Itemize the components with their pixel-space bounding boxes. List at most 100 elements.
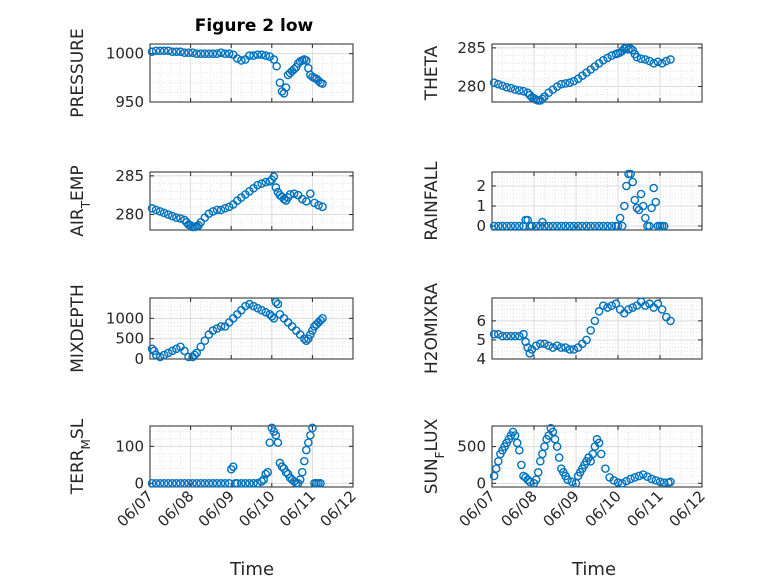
data-point	[628, 303, 638, 312]
data-point	[220, 49, 230, 58]
data-point	[277, 462, 287, 471]
data-point	[540, 221, 549, 231]
y-tick-label: 0	[476, 474, 486, 492]
data-point	[299, 456, 309, 466]
axes-box	[491, 297, 703, 360]
data-point	[609, 476, 619, 485]
data-point	[168, 346, 177, 356]
data-point	[172, 213, 181, 222]
data-point	[163, 46, 173, 56]
data-point	[510, 85, 520, 94]
data-point	[257, 305, 266, 315]
y-tick-label: 500	[115, 330, 144, 348]
data-point	[261, 51, 271, 60]
data-point	[159, 350, 169, 360]
y-axis-label: AIRTEMP	[68, 165, 93, 236]
data-point	[603, 221, 612, 231]
data-point	[291, 326, 301, 335]
data-point	[638, 201, 648, 211]
data-point	[208, 479, 218, 488]
data-point	[172, 479, 181, 488]
data-point	[299, 334, 309, 343]
figure-title: Figure 2 low	[195, 16, 314, 36]
data-point	[502, 83, 512, 92]
data-point	[498, 81, 507, 91]
data-point	[599, 221, 608, 231]
data-point	[249, 479, 258, 488]
data-point	[273, 438, 283, 447]
data-point	[548, 221, 558, 231]
x-tick-label: 06/08	[498, 487, 541, 530]
data-point	[241, 301, 250, 311]
data-point	[220, 479, 230, 488]
data-point	[603, 53, 612, 63]
data-point	[159, 46, 169, 56]
y-axis-label: H2OMIXRA	[422, 283, 442, 374]
data-point	[159, 479, 169, 488]
data-point	[228, 462, 238, 471]
data-point	[630, 473, 640, 482]
data-point	[607, 301, 617, 310]
data-point	[651, 476, 661, 485]
data-point	[533, 468, 543, 477]
subplot-2: 280 285 AIRTEMP	[68, 165, 354, 237]
x-tick-label: 06/10	[582, 487, 625, 530]
data-point	[613, 478, 623, 487]
data-point	[601, 464, 610, 473]
data-point	[176, 47, 185, 57]
y-tick-label: 0	[134, 474, 144, 492]
data-point	[624, 305, 633, 314]
subplot-0: 950 1000 PRESSURE	[68, 28, 354, 118]
data-point	[493, 221, 503, 231]
data-point	[151, 205, 161, 215]
data-point	[261, 469, 271, 479]
data-point	[649, 183, 659, 193]
data-point	[249, 51, 258, 60]
data-point	[628, 177, 638, 187]
data-point	[306, 330, 315, 339]
data-point	[586, 326, 596, 335]
data-point	[314, 200, 323, 210]
axes-box	[491, 171, 703, 231]
data-point	[184, 479, 193, 488]
data-point	[544, 341, 554, 350]
data-point	[302, 56, 311, 65]
data-point	[649, 59, 659, 68]
data-point	[666, 316, 675, 326]
x-tick-label: 06/12	[317, 487, 360, 530]
x-tick-label: 06/08	[154, 487, 197, 530]
data-point	[557, 221, 566, 231]
data-point	[538, 449, 547, 459]
y-tick-label: 1000	[106, 309, 144, 327]
data-point	[226, 464, 236, 474]
data-point	[147, 47, 157, 57]
subplot-1: 280 285 THETA	[422, 39, 703, 105]
data-point	[168, 479, 177, 488]
data-point	[168, 211, 177, 221]
y-axis-label: SUNFLUX	[422, 418, 447, 494]
data-point	[603, 303, 612, 312]
y-tick-label: 280	[457, 78, 486, 96]
data-point	[151, 479, 161, 488]
data-point	[594, 221, 604, 231]
data-point	[594, 307, 604, 316]
y-axis-label: PRESSURE	[68, 28, 88, 117]
data-point	[512, 438, 522, 448]
data-point	[272, 61, 281, 71]
data-point	[281, 83, 291, 92]
data-point	[253, 479, 262, 488]
data-point	[531, 221, 541, 231]
data-point	[523, 343, 533, 352]
data-point	[216, 479, 226, 488]
data-point	[544, 221, 554, 231]
axes-box	[149, 43, 354, 103]
data-point	[204, 330, 214, 339]
data-point	[540, 339, 549, 349]
data-point	[552, 442, 562, 451]
data-point	[599, 55, 608, 65]
data-point	[586, 221, 596, 231]
data-point	[224, 49, 234, 58]
data-point	[318, 79, 327, 88]
data-point	[302, 336, 311, 346]
